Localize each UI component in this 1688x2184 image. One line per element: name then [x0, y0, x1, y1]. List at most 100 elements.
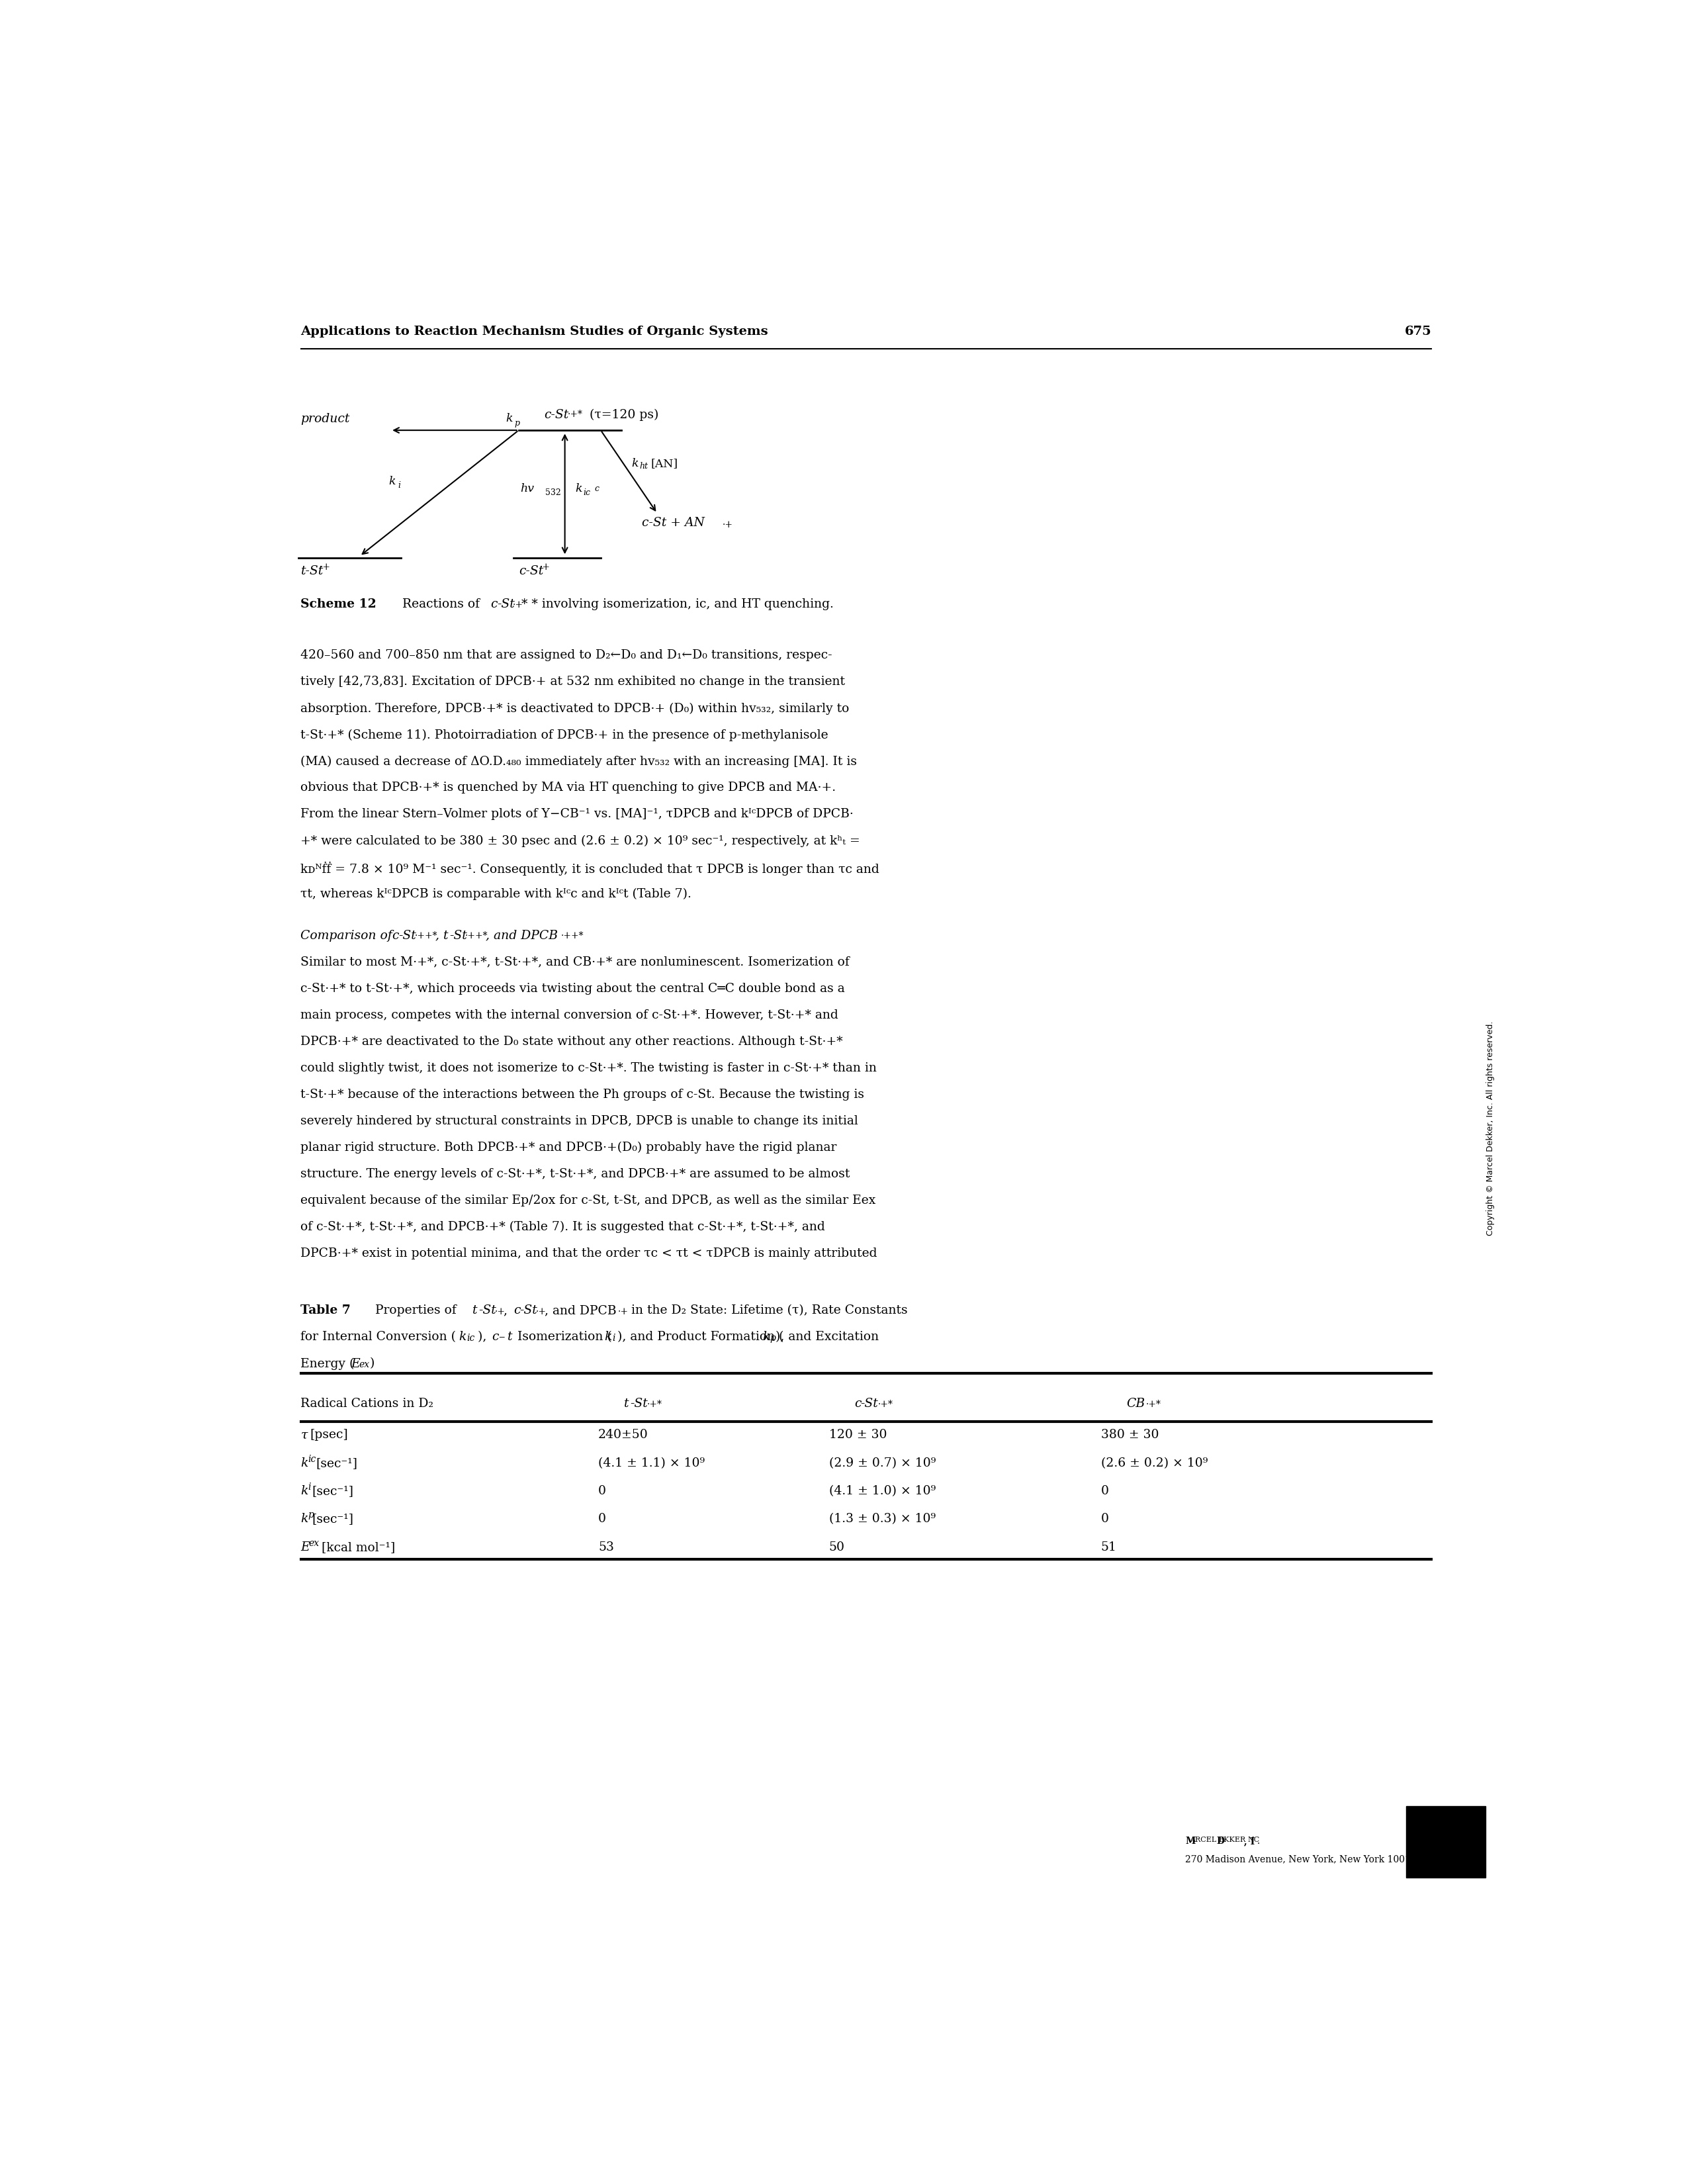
Text: equivalent because of the similar Ep/2ox for c-St, t-St, and DPCB, as well as th: equivalent because of the similar Ep/2ox… — [300, 1195, 876, 1206]
Text: 0: 0 — [1101, 1514, 1109, 1524]
Text: ), and Product Formation (: ), and Product Formation ( — [618, 1332, 785, 1343]
Text: t: t — [508, 1332, 513, 1343]
Text: ·+*: ·+* — [878, 1400, 893, 1409]
Text: k: k — [388, 476, 395, 487]
Text: t: t — [625, 1398, 630, 1409]
Text: ht: ht — [640, 461, 648, 470]
Text: k: k — [300, 1485, 309, 1496]
Text: 53: 53 — [598, 1542, 614, 1553]
Text: ·+: ·+ — [535, 1306, 547, 1317]
Text: of c-St·+*, t-St·+*, and DPCB·+* (Table 7). It is suggested that c-St·+*, t-St·+: of c-St·+*, t-St·+*, and DPCB·+* (Table … — [300, 1221, 825, 1234]
Text: c: c — [392, 930, 398, 941]
Text: [sec⁻¹]: [sec⁻¹] — [316, 1457, 358, 1470]
Text: Scheme 12: Scheme 12 — [300, 598, 376, 609]
Text: t-St·+* because of the interactions between the Ph groups of c-St. Because the t: t-St·+* because of the interactions betw… — [300, 1088, 864, 1101]
Text: -St: -St — [498, 598, 515, 609]
Text: k: k — [631, 459, 638, 470]
Text: -St: -St — [520, 1304, 537, 1317]
Text: 50: 50 — [829, 1542, 844, 1553]
Text: τt, whereas kᴵᶜDPCB is comparable with kᴵᶜc and kᴵᶜt (Table 7).: τt, whereas kᴵᶜDPCB is comparable with k… — [300, 889, 692, 900]
Text: -St: -St — [479, 1304, 496, 1317]
Text: +* were calculated to be 380 ± 30 psec and (2.6 ± 0.2) × 10⁹ sec⁻¹, respectively: +* were calculated to be 380 ± 30 psec a… — [300, 834, 861, 847]
Text: NC: NC — [1247, 1837, 1259, 1843]
Text: c-St: c-St — [518, 566, 544, 577]
Text: i: i — [307, 1483, 311, 1492]
Text: c: c — [491, 1332, 498, 1343]
Text: Similar to most M·+*, c-St·+*, t-St·+*, and CB·+* are nonluminescent. Isomerizat: Similar to most M·+*, c-St·+*, t-St·+*, … — [300, 957, 849, 968]
Text: ARCEL: ARCEL — [1190, 1837, 1217, 1843]
Text: Copyright © Marcel Dekker, Inc. All rights reserved.: Copyright © Marcel Dekker, Inc. All righ… — [1485, 1022, 1496, 1236]
Text: t: t — [444, 930, 449, 941]
Text: ·+: ·+ — [495, 1306, 505, 1317]
Text: ),: ), — [478, 1332, 491, 1343]
Text: could slightly twist, it does not isomerize to c-St·+*. The twisting is faster i: could slightly twist, it does not isomer… — [300, 1061, 878, 1075]
Text: -St: -St — [449, 930, 468, 941]
Text: kᴅᴺḟḟ = 7.8 × 10⁹ M⁻¹ sec⁻¹. Consequently, it is concluded that τ DPCB is longer: kᴅᴺḟḟ = 7.8 × 10⁹ M⁻¹ sec⁻¹. Consequentl… — [300, 860, 879, 876]
Text: ,: , — [436, 930, 442, 941]
Text: ,: , — [503, 1304, 511, 1317]
Text: Radical Cations in D₂: Radical Cations in D₂ — [300, 1398, 434, 1409]
Text: (2.6 ± 0.2) × 10⁹: (2.6 ± 0.2) × 10⁹ — [1101, 1457, 1207, 1470]
Text: Energy (: Energy ( — [300, 1358, 354, 1369]
Text: k: k — [763, 1332, 770, 1343]
Text: 380 ± 30: 380 ± 30 — [1101, 1428, 1158, 1441]
Text: EKKER: EKKER — [1219, 1837, 1246, 1843]
Text: k: k — [300, 1457, 309, 1470]
Text: CB: CB — [1126, 1398, 1144, 1409]
Text: E: E — [351, 1358, 360, 1369]
Text: E: E — [300, 1542, 311, 1553]
Text: 0: 0 — [1101, 1485, 1109, 1496]
Text: (MA) caused a decrease of ΔO.D.₄₈₀ immediately after hv₅₃₂ with an increasing [M: (MA) caused a decrease of ΔO.D.₄₈₀ immed… — [300, 756, 858, 767]
Text: ·+: ·+ — [513, 601, 523, 609]
Text: 675: 675 — [1404, 325, 1431, 339]
Text: i: i — [398, 480, 400, 489]
Text: ·+*: ·+* — [567, 411, 582, 419]
Text: for Internal Conversion (: for Internal Conversion ( — [300, 1332, 456, 1343]
Text: ic: ic — [466, 1334, 474, 1343]
Text: c: c — [513, 1304, 520, 1317]
Text: τ: τ — [300, 1428, 307, 1441]
Text: 120 ± 30: 120 ± 30 — [829, 1428, 886, 1441]
Text: severely hindered by structural constraints in DPCB, DPCB is unable to change it: severely hindered by structural constrai… — [300, 1116, 859, 1127]
Text: -St: -St — [861, 1398, 878, 1409]
Text: c-St·+* to t-St·+*, which proceeds via twisting about the central C═C double bon: c-St·+* to t-St·+*, which proceeds via t… — [300, 983, 846, 994]
Text: product: product — [300, 413, 349, 426]
Text: ·+*: ·+* — [647, 1400, 662, 1409]
Text: ·+: ·+ — [618, 1306, 628, 1317]
Text: ·+*: ·+* — [1146, 1400, 1161, 1409]
Text: p: p — [770, 1334, 776, 1343]
Text: Table 7: Table 7 — [300, 1304, 351, 1317]
Text: MD: MD — [1431, 1835, 1460, 1850]
Text: 270 Madison Avenue, New York, New York 10016: 270 Madison Avenue, New York, New York 1… — [1185, 1854, 1416, 1863]
Text: Comparison of: Comparison of — [300, 930, 397, 941]
Text: c: c — [491, 598, 498, 609]
Text: M: M — [1185, 1837, 1195, 1845]
Text: Reactions of: Reactions of — [390, 598, 484, 609]
Text: c-St + AN: c-St + AN — [641, 518, 704, 529]
Text: t: t — [473, 1304, 478, 1317]
Text: c: c — [854, 1398, 861, 1409]
Text: tively [42,73,83]. Excitation of DPCB·+ at 532 nm exhibited no change in the tra: tively [42,73,83]. Excitation of DPCB·+ … — [300, 675, 846, 688]
Text: .: . — [1258, 1837, 1259, 1845]
Text: i: i — [613, 1334, 614, 1343]
Text: absorption. Therefore, DPCB·+* is deactivated to DPCB·+ (D₀) within hv₅₃₂, simil: absorption. Therefore, DPCB·+* is deacti… — [300, 703, 849, 714]
Text: 0: 0 — [598, 1485, 606, 1496]
Text: main process, competes with the internal conversion of c-St·+*. However, t-St·+*: main process, competes with the internal… — [300, 1009, 839, 1022]
Text: ·+: ·+ — [722, 520, 733, 531]
Text: ·+: ·+ — [321, 563, 331, 572]
Text: 240±50: 240±50 — [598, 1428, 648, 1441]
Text: ic: ic — [307, 1455, 316, 1463]
Text: D: D — [1214, 1837, 1225, 1845]
Text: * * involving isomerization, ic, and HT quenching.: * * involving isomerization, ic, and HT … — [522, 598, 834, 609]
Text: Isomerization (: Isomerization ( — [513, 1332, 613, 1343]
Text: -St: -St — [398, 930, 417, 941]
Text: k: k — [300, 1514, 309, 1524]
Text: (1.3 ± 0.3) × 10⁹: (1.3 ± 0.3) × 10⁹ — [829, 1514, 935, 1524]
Text: k: k — [459, 1332, 466, 1343]
Text: c-St: c-St — [544, 408, 569, 422]
Text: ·++*: ·++* — [464, 930, 488, 941]
Text: (4.1 ± 1.0) × 10⁹: (4.1 ± 1.0) × 10⁹ — [829, 1485, 935, 1496]
Text: [kcal mol⁻¹]: [kcal mol⁻¹] — [321, 1542, 395, 1553]
Text: k: k — [604, 1332, 611, 1343]
Text: k: k — [506, 413, 513, 424]
